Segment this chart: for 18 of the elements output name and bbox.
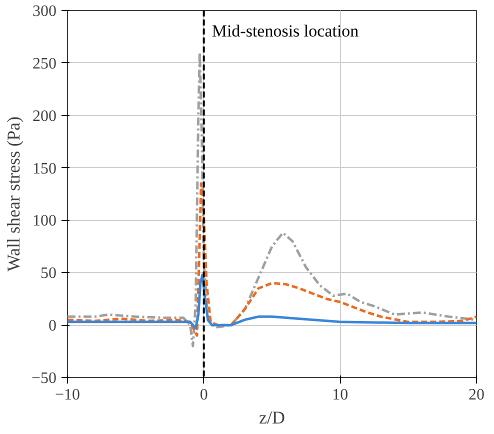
ref-line-label: Mid-stenosis location (212, 22, 360, 40)
y-tick-label: 150 (32, 160, 56, 178)
x-tick-label: 0 (200, 386, 208, 404)
x-tick-label: 10 (332, 386, 348, 404)
y-tick-label: 50 (40, 265, 56, 282)
line-series (68, 273, 476, 330)
line-series (68, 182, 476, 337)
y-tick-label: 200 (32, 108, 56, 125)
y-tick-label: 300 (32, 3, 56, 20)
y-tick-label: 250 (32, 55, 56, 72)
y-tick-label: 100 (32, 212, 56, 230)
y-axis-title: Wall shear stress (Pa) (3, 116, 24, 272)
x-tick-label: 20 (468, 386, 484, 404)
y-tick-label: −50 (31, 370, 57, 387)
x-tick-label: −10 (54, 386, 80, 404)
x-axis-title: z/D (259, 408, 286, 428)
line-series (68, 51, 476, 348)
y-tick-label: 0 (48, 318, 56, 335)
